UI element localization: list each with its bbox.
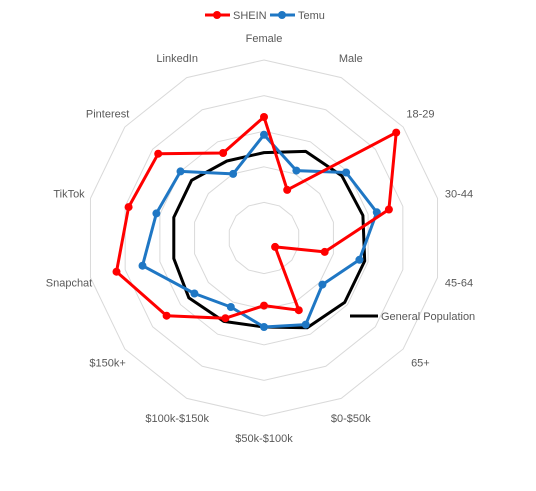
data-point-shein [294,306,303,315]
category-label: TikTok [53,189,85,201]
data-point-temu [138,261,147,270]
radar-series [112,113,401,331]
category-label: Male [339,53,363,65]
legend-item-general-population: General Population [350,311,475,323]
data-point-temu [152,209,161,218]
legend-item-temu: Temu [270,10,325,22]
data-point-shein [221,314,230,323]
data-point-shein [384,205,393,214]
data-point-temu [190,289,199,298]
category-label: 45-64 [445,278,473,290]
legend-item-shein: SHEIN [205,10,267,22]
data-point-temu [318,280,327,289]
legend-label-shein: SHEIN [233,10,267,22]
legend: SHEIN Temu General Population [205,10,475,323]
data-point-shein [320,247,329,256]
grid-ring [228,201,300,275]
data-point-temu [226,303,235,311]
data-point-shein [154,149,163,158]
category-label: $0-$50k [331,413,371,425]
series-line-general-population [172,149,367,330]
category-label: $150k+ [89,358,125,370]
category-label: 30-44 [445,189,473,201]
grid-ring [124,95,404,381]
data-point-shein [162,311,171,320]
data-point-temu [176,167,185,176]
category-label: Pinterest [86,108,129,120]
data-point-shein [260,301,268,310]
category-label: 65+ [411,358,430,370]
category-label: Female [246,33,283,45]
data-point-temu [342,168,351,177]
data-point-temu [372,208,381,217]
category-label: LinkedIn [156,53,198,65]
data-point-shein [260,113,268,121]
radar-grid [89,59,439,417]
category-label: $50k-$100k [235,433,293,445]
category-label: Snapchat [46,278,92,290]
grid-ring [89,59,439,417]
data-point-shein [283,185,292,194]
data-point-shein [112,267,121,276]
data-point-temu [260,323,268,331]
category-labels: Female Male 18-29 30-44 45-64 65+ $0-$50k $50k-… [46,33,473,445]
grid-ring [194,166,334,310]
legend-label-temu: Temu [298,10,325,22]
data-point-temu [292,166,301,175]
data-point-shein [271,242,280,251]
series-line-shein [115,115,398,320]
category-label: 18-29 [406,108,434,120]
legend-label-general-population: General Population [381,311,475,323]
data-point-temu [229,169,238,178]
data-point-temu [260,130,268,139]
data-point-shein [219,149,228,157]
data-point-shein [392,128,401,137]
data-point-temu [355,255,364,264]
data-point-shein [124,203,133,212]
category-label: $100k-$150k [145,413,209,425]
data-point-temu [301,320,310,329]
